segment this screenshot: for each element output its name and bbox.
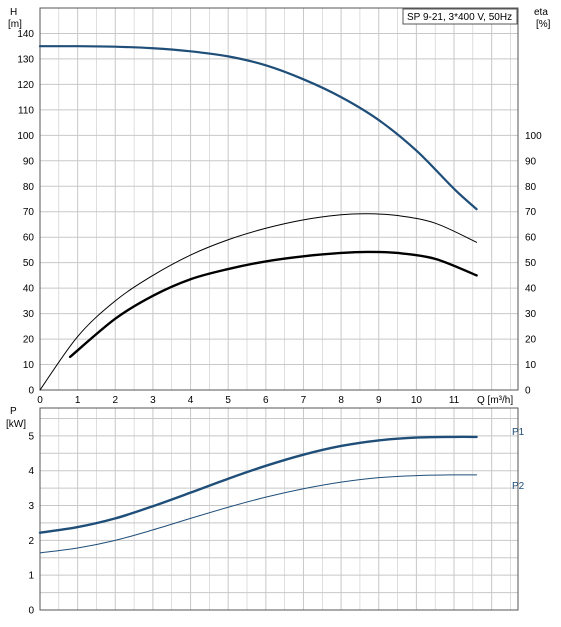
y-tick-label: 20	[23, 335, 35, 346]
x-tick-label: 8	[338, 395, 344, 406]
bottom-plot-frame	[39, 407, 519, 611]
y2-tick-label: 80	[525, 182, 537, 193]
x-tick-label: 0	[37, 395, 43, 406]
power-curve-p2	[39, 474, 478, 554]
y2-tick-label: 60	[525, 233, 537, 244]
efficiency-curve-2	[68, 250, 478, 359]
p-tick-label: 0	[28, 606, 34, 617]
y-tick-label: 80	[23, 182, 35, 193]
y2-tick-label: 20	[525, 335, 537, 346]
x-tick-label: 3	[150, 395, 156, 406]
y2-tick-label: 10	[525, 360, 537, 371]
x-tick-label: 10	[411, 395, 423, 406]
tick-labels: 0102030405060708090100110120130140010203…	[17, 29, 542, 617]
y-tick-label: 40	[23, 284, 35, 295]
series-label-p2: P2	[512, 481, 525, 492]
y-axis-unit-h: [m]	[8, 19, 22, 30]
y2-tick-label: 90	[525, 156, 537, 167]
y-axis-label-h: H	[10, 7, 17, 18]
p-tick-label: 2	[28, 536, 34, 547]
x-tick-label: 4	[188, 395, 194, 406]
y-tick-label: 30	[23, 309, 35, 320]
y2-tick-label: 100	[525, 131, 542, 142]
y-tick-label: 0	[28, 386, 34, 397]
y2-tick-label: 0	[525, 386, 531, 397]
chart-title-box	[402, 8, 518, 25]
y2-tick-label: 50	[525, 258, 537, 269]
y-tick-label: 60	[23, 233, 35, 244]
x-tick-label: 9	[376, 395, 382, 406]
y-tick-label: 100	[17, 131, 34, 142]
p-tick-label: 1	[28, 571, 34, 582]
power-curve-p1	[38, 435, 478, 534]
x-tick-label: 11	[449, 395, 460, 406]
y-axis-label-p: P	[10, 406, 17, 417]
p-tick-label: 4	[28, 466, 34, 477]
y-tick-label: 90	[23, 156, 35, 167]
top-plot-frame	[39, 7, 519, 391]
y-tick-label: 120	[17, 80, 34, 91]
y-tick-label: 10	[23, 360, 35, 371]
y-tick-label: 140	[17, 29, 34, 40]
p-tick-label: 3	[28, 501, 34, 512]
x-tick-label: 6	[263, 395, 269, 406]
x-tick-label: 1	[75, 395, 81, 406]
bottom-grid	[40, 408, 518, 610]
x-tick-label: 5	[225, 395, 231, 406]
x-tick-label: 7	[301, 395, 307, 406]
y2-axis-label-eta: eta	[534, 7, 548, 18]
y-tick-label: 130	[17, 54, 34, 65]
y-tick-label: 50	[23, 258, 35, 269]
series-label-p1: P1	[512, 427, 525, 438]
head-curve	[38, 45, 478, 211]
x-tick-label: 2	[112, 395, 118, 406]
efficiency-curve-1	[39, 213, 478, 391]
y2-tick-label: 30	[525, 309, 537, 320]
y-axis-unit-p: [kW]	[6, 419, 26, 430]
top-grid	[40, 8, 518, 390]
y-tick-label: 110	[18, 105, 34, 116]
chart-title: SP 9-21, 3*400 V, 50Hz	[407, 12, 512, 23]
series-labels: P1 P2	[512, 427, 525, 492]
y2-axis-unit-eta: [%]	[536, 19, 551, 30]
y2-tick-label: 40	[525, 284, 537, 295]
p-tick-label: 5	[28, 431, 34, 442]
y2-tick-label: 70	[525, 207, 537, 218]
y-tick-label: 70	[23, 207, 35, 218]
x-axis-label: Q [m³/h]	[477, 395, 513, 406]
curves	[38, 45, 478, 554]
